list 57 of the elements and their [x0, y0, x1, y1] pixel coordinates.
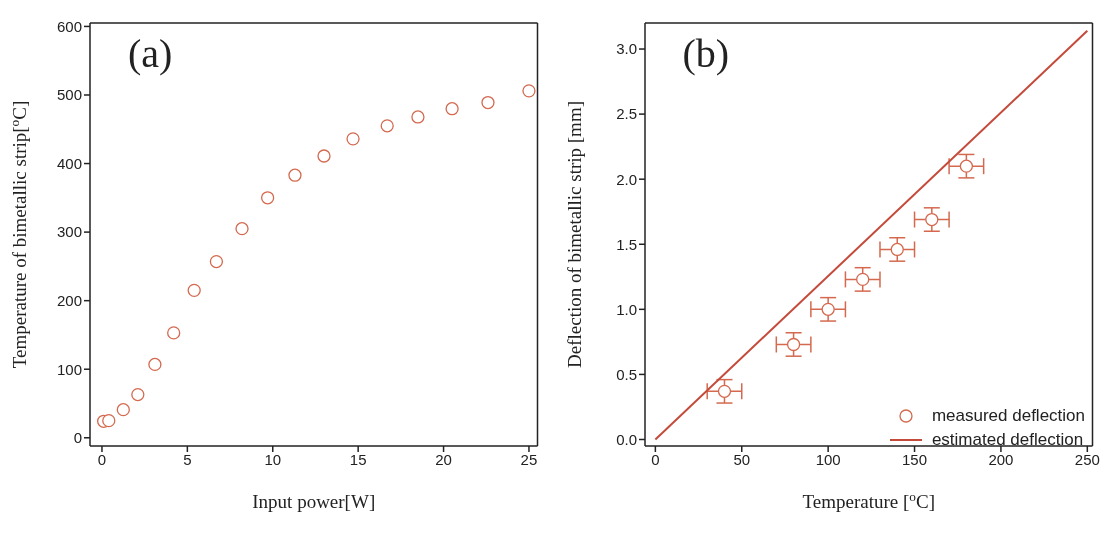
point	[522, 84, 536, 98]
y-axis-title: Deflection of bimetallic strip [mm]	[563, 101, 585, 368]
point	[890, 242, 904, 257]
point	[131, 387, 145, 402]
y-tick-label: 400	[56, 154, 82, 172]
y-tick-label: 3.0	[615, 40, 637, 58]
x-tick-label: 25	[520, 450, 538, 468]
y-tick-label: 300	[56, 223, 82, 241]
point	[411, 110, 425, 124]
point	[167, 326, 181, 340]
x-tick-label: 250	[1074, 450, 1100, 468]
x-tick-label: 200	[987, 450, 1013, 468]
x-axis-title: Input power[W]	[252, 491, 376, 512]
point	[317, 149, 331, 163]
point	[445, 102, 459, 116]
point	[235, 222, 249, 236]
y-tick-label: 2.0	[615, 170, 637, 188]
point	[959, 159, 973, 173]
legend-label: measured deflection	[931, 405, 1085, 427]
x-tick-label: 10	[264, 450, 282, 468]
point	[786, 337, 800, 352]
legend-label: estimated deflection	[931, 429, 1084, 451]
x-tick-label: 100	[815, 450, 841, 468]
point	[148, 357, 162, 372]
y-tick-label: 500	[56, 86, 82, 104]
point	[260, 191, 275, 205]
x-tick-label: 50	[732, 450, 750, 468]
point	[346, 132, 360, 146]
y-tick-label: 600	[56, 17, 82, 35]
panel-letter: (b)	[682, 30, 730, 77]
y-tick-label: 0.5	[615, 365, 637, 383]
y-tick-label: 100	[56, 360, 82, 378]
x-tick-label: 150	[901, 450, 927, 468]
point	[288, 168, 302, 182]
y-tick-label: 200	[56, 291, 82, 309]
point	[481, 95, 495, 110]
panel-letter: (a)	[128, 30, 173, 77]
point	[102, 413, 116, 428]
point	[116, 403, 130, 417]
point	[924, 212, 938, 227]
point	[187, 283, 201, 298]
point	[821, 302, 835, 316]
point	[855, 272, 869, 287]
x-tick-label: 20	[435, 450, 452, 468]
point	[380, 119, 394, 133]
point	[209, 254, 224, 269]
point	[717, 384, 731, 398]
x-axis-title: Temperature [$^{o}$C]	[802, 488, 935, 512]
y-tick-label: 1.0	[615, 300, 637, 318]
y-tick-label: 2.5	[615, 105, 637, 123]
x-tick-label: 0	[97, 450, 107, 468]
x-tick-label: 5	[183, 450, 192, 468]
y-tick-label: 0	[73, 429, 82, 447]
y-tick-label: 0.0	[615, 430, 637, 448]
x-tick-label: 15	[349, 450, 367, 468]
x-tick-label: 0	[650, 450, 660, 468]
y-tick-label: 1.5	[615, 235, 637, 253]
